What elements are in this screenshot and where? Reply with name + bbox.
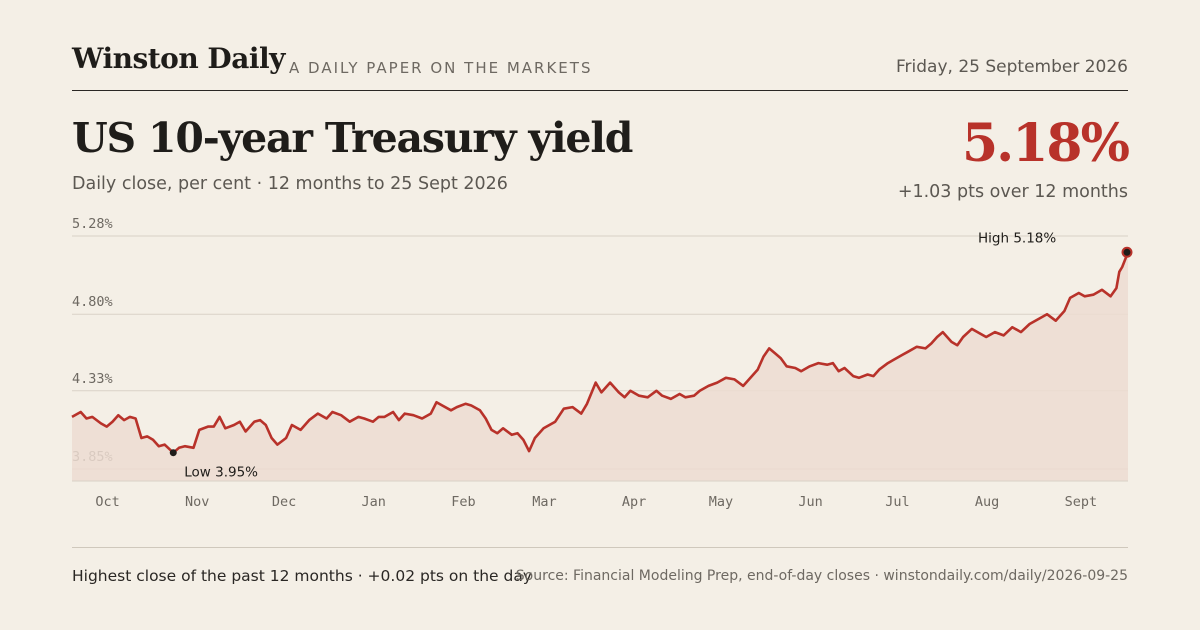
x-tick-label: Oct bbox=[95, 494, 119, 510]
yield-chart: 3.85%4.33%4.80%5.28%OctNovDecJanFebMarAp… bbox=[71, 216, 1133, 510]
yield-area bbox=[72, 252, 1128, 481]
x-tick-label: Jan bbox=[362, 494, 386, 510]
x-tick-label: Dec bbox=[272, 494, 296, 510]
y-tick-label: 4.33% bbox=[72, 371, 113, 387]
footer-divider bbox=[72, 547, 1128, 548]
x-tick-label: May bbox=[709, 494, 733, 510]
x-tick-label: Nov bbox=[185, 494, 209, 510]
x-tick-label: Jul bbox=[885, 494, 909, 510]
chart-title: US 10-year Treasury yield bbox=[72, 114, 633, 162]
yield-line bbox=[71, 251, 1130, 454]
brand-tagline: A DAILY PAPER ON THE MARKETS bbox=[289, 59, 593, 77]
source-note[interactable]: Source: Financial Modeling Prep, end-of-… bbox=[515, 568, 1128, 584]
low-point-label: Low 3.95% bbox=[184, 465, 258, 481]
brand-logo[interactable]: Winston Daily bbox=[72, 42, 285, 75]
chart-subtitle: Daily close, per cent · 12 months to 25 … bbox=[72, 174, 508, 194]
x-tick-label: Mar bbox=[532, 494, 556, 510]
footnote: Highest close of the past 12 months · +0… bbox=[72, 567, 533, 585]
high-point-label: High 5.18% bbox=[978, 230, 1056, 246]
x-tick-label: Sept bbox=[1065, 494, 1098, 510]
x-tick-label: Jun bbox=[798, 494, 822, 510]
publication-date: Friday, 25 September 2026 bbox=[896, 57, 1128, 77]
x-tick-label: Aug bbox=[975, 494, 999, 510]
x-tick-label: Feb bbox=[451, 494, 475, 510]
high-point-marker bbox=[1121, 246, 1133, 258]
masthead: Winston Daily A DAILY PAPER ON THE MARKE… bbox=[72, 40, 1128, 91]
y-tick-label: 5.28% bbox=[72, 216, 113, 232]
current-yield-value: 5.18% bbox=[961, 113, 1130, 174]
y-tick-label: 4.80% bbox=[72, 294, 113, 310]
x-tick-label: Apr bbox=[622, 494, 646, 510]
yield-change: +1.03 pts over 12 months bbox=[897, 182, 1128, 202]
low-point-marker bbox=[169, 449, 177, 457]
